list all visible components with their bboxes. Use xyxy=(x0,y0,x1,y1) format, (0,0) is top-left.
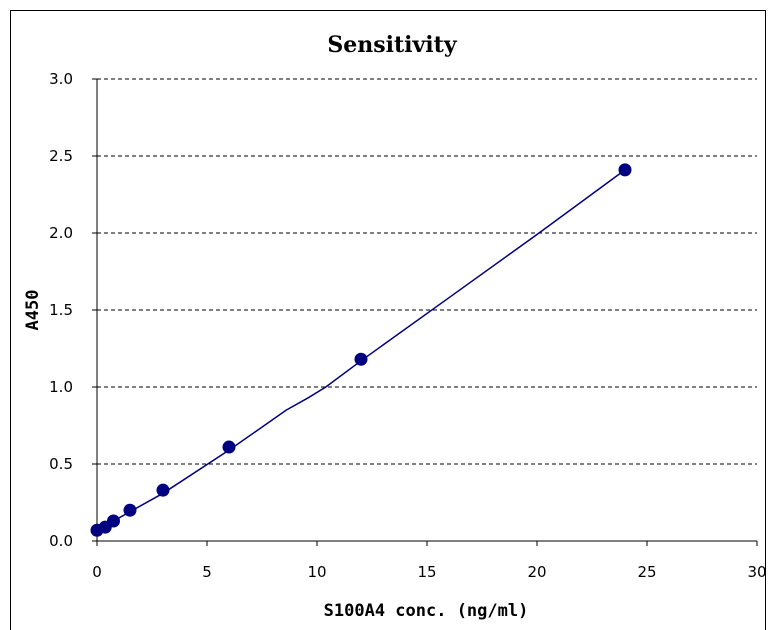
y-tick-label: 0.0 xyxy=(49,532,73,550)
y-tick-label: 1.5 xyxy=(49,301,73,319)
gridlines xyxy=(97,78,757,465)
x-axis-label: S100A4 conc. (ng/ml) xyxy=(324,601,529,620)
x-tick-label: 15 xyxy=(417,563,436,581)
axes xyxy=(92,78,758,546)
y-tick-label: 1.0 xyxy=(49,378,73,396)
data-points xyxy=(90,163,632,537)
x-tick-label: 20 xyxy=(527,563,546,581)
y-axis-label: A450 xyxy=(23,290,43,331)
y-tick-label: 2.0 xyxy=(49,224,73,242)
chart-title: Sensitivity xyxy=(327,32,457,58)
fit-line-group xyxy=(96,169,626,531)
fit-line xyxy=(96,169,626,531)
data-point xyxy=(222,440,236,454)
data-point xyxy=(156,483,170,497)
chart-frame xyxy=(10,10,766,630)
data-point xyxy=(123,503,137,517)
y-tick-label: 3.0 xyxy=(49,70,73,88)
data-point xyxy=(618,163,632,177)
y-tick-labels: 0.0 0.5 1.0 1.5 2.0 2.5 3.0 xyxy=(49,70,73,550)
x-tick-label: 5 xyxy=(202,563,212,581)
x-tick-label: 0 xyxy=(92,563,102,581)
x-tick-label: 10 xyxy=(307,563,326,581)
y-tick-label: 0.5 xyxy=(49,455,73,473)
x-tick-label: 25 xyxy=(637,563,656,581)
y-tick-label: 2.5 xyxy=(49,147,73,165)
x-tick-labels: 0 5 10 15 20 25 30 xyxy=(92,563,766,581)
data-point xyxy=(107,514,120,528)
data-point xyxy=(354,352,368,366)
x-tick-label: 30 xyxy=(747,563,766,581)
